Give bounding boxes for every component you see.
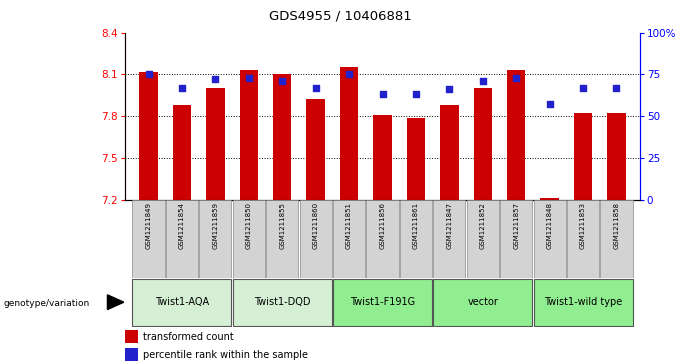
Bar: [433, 279, 532, 326]
Bar: [400, 200, 432, 278]
Text: GSM1211848: GSM1211848: [547, 202, 553, 249]
Bar: [507, 70, 526, 200]
Text: GSM1211860: GSM1211860: [313, 202, 319, 249]
Bar: [133, 279, 231, 326]
Text: GSM1211854: GSM1211854: [179, 202, 185, 249]
Text: transformed count: transformed count: [143, 332, 234, 342]
Bar: [333, 279, 432, 326]
Text: GSM1211850: GSM1211850: [245, 202, 252, 249]
Text: GSM1211852: GSM1211852: [480, 202, 486, 249]
Point: [477, 78, 488, 84]
Point: [377, 91, 388, 97]
Text: Twist1-DQD: Twist1-DQD: [254, 297, 311, 307]
Bar: [607, 113, 626, 200]
Text: GSM1211855: GSM1211855: [279, 202, 285, 249]
Bar: [300, 200, 332, 278]
Bar: [273, 74, 292, 200]
Point: [343, 72, 354, 77]
Bar: [367, 200, 398, 278]
Bar: [466, 200, 499, 278]
Bar: [139, 72, 158, 200]
Point: [310, 85, 321, 91]
Text: GSM1211858: GSM1211858: [613, 202, 619, 249]
Point: [243, 75, 254, 81]
Point: [444, 86, 455, 92]
Bar: [125, 348, 138, 361]
Bar: [199, 200, 231, 278]
Text: GSM1211851: GSM1211851: [346, 202, 352, 249]
Bar: [534, 279, 632, 326]
Bar: [500, 200, 532, 278]
Bar: [166, 200, 198, 278]
Bar: [266, 200, 299, 278]
Bar: [125, 330, 138, 343]
Point: [210, 77, 221, 82]
Text: GDS4955 / 10406881: GDS4955 / 10406881: [269, 9, 411, 22]
Bar: [373, 115, 392, 200]
Bar: [173, 105, 191, 200]
Point: [544, 102, 555, 107]
Text: percentile rank within the sample: percentile rank within the sample: [143, 350, 308, 360]
Text: vector: vector: [467, 297, 498, 307]
Text: GSM1211859: GSM1211859: [212, 202, 218, 249]
Bar: [534, 200, 566, 278]
Point: [177, 85, 188, 91]
Text: GSM1211861: GSM1211861: [413, 202, 419, 249]
Bar: [440, 105, 458, 200]
Bar: [133, 200, 165, 278]
Polygon shape: [107, 295, 124, 310]
Bar: [340, 68, 358, 200]
Point: [411, 91, 422, 97]
Text: Twist1-AQA: Twist1-AQA: [155, 297, 209, 307]
Bar: [574, 113, 592, 200]
Text: GSM1211857: GSM1211857: [513, 202, 520, 249]
Bar: [541, 198, 559, 200]
Point: [577, 85, 588, 91]
Bar: [567, 200, 599, 278]
Text: Twist1-F191G: Twist1-F191G: [350, 297, 415, 307]
Bar: [233, 279, 332, 326]
Bar: [333, 200, 365, 278]
Bar: [407, 118, 425, 200]
Bar: [233, 200, 265, 278]
Point: [611, 85, 622, 91]
Text: GSM1211853: GSM1211853: [580, 202, 586, 249]
Text: GSM1211856: GSM1211856: [379, 202, 386, 249]
Bar: [239, 70, 258, 200]
Bar: [600, 200, 632, 278]
Bar: [206, 88, 224, 200]
Text: GSM1211849: GSM1211849: [146, 202, 152, 249]
Point: [143, 72, 154, 77]
Text: GSM1211847: GSM1211847: [446, 202, 452, 249]
Bar: [307, 99, 325, 200]
Bar: [473, 88, 492, 200]
Point: [511, 75, 522, 81]
Bar: [433, 200, 465, 278]
Point: [277, 78, 288, 84]
Text: genotype/variation: genotype/variation: [3, 299, 90, 307]
Text: Twist1-wild type: Twist1-wild type: [544, 297, 622, 307]
